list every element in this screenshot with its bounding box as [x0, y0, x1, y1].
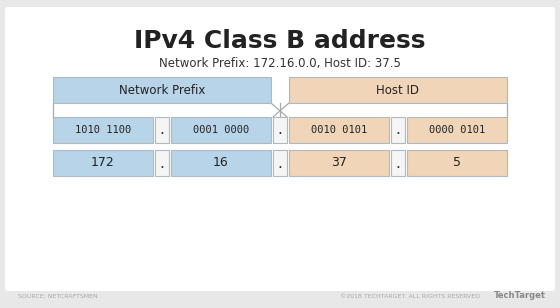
Text: 0010 0101: 0010 0101	[311, 125, 367, 135]
FancyBboxPatch shape	[407, 150, 507, 176]
FancyBboxPatch shape	[407, 117, 507, 143]
FancyBboxPatch shape	[155, 117, 169, 143]
Text: 1010 1100: 1010 1100	[75, 125, 131, 135]
FancyBboxPatch shape	[289, 150, 389, 176]
FancyBboxPatch shape	[391, 117, 405, 143]
Text: IPv4 Class B address: IPv4 Class B address	[134, 29, 426, 53]
FancyBboxPatch shape	[53, 77, 271, 103]
Text: .: .	[278, 156, 282, 171]
FancyBboxPatch shape	[391, 150, 405, 176]
Text: Host ID: Host ID	[376, 83, 419, 96]
Text: SOURCE: NETCRAFTSMEN: SOURCE: NETCRAFTSMEN	[18, 294, 98, 298]
Text: 0000 0101: 0000 0101	[429, 125, 485, 135]
FancyBboxPatch shape	[53, 117, 153, 143]
FancyBboxPatch shape	[155, 150, 169, 176]
FancyBboxPatch shape	[289, 77, 507, 103]
FancyBboxPatch shape	[5, 7, 555, 291]
Text: .: .	[395, 156, 400, 171]
Text: Network Prefix: 172.16.0.0, Host ID: 37.5: Network Prefix: 172.16.0.0, Host ID: 37.…	[159, 56, 401, 70]
FancyBboxPatch shape	[273, 150, 287, 176]
Text: 172: 172	[91, 156, 115, 169]
Text: 5: 5	[453, 156, 461, 169]
Text: .: .	[160, 156, 165, 171]
FancyBboxPatch shape	[289, 117, 389, 143]
Text: 0001 0000: 0001 0000	[193, 125, 249, 135]
Text: TechTarget: TechTarget	[494, 291, 546, 301]
FancyBboxPatch shape	[171, 117, 271, 143]
FancyBboxPatch shape	[171, 150, 271, 176]
FancyBboxPatch shape	[273, 117, 287, 143]
Text: 37: 37	[331, 156, 347, 169]
Text: ©2018 TECHTARGET. ALL RIGHTS RESERVED: ©2018 TECHTARGET. ALL RIGHTS RESERVED	[340, 294, 480, 298]
Text: 16: 16	[213, 156, 229, 169]
Text: .: .	[395, 123, 400, 137]
Text: Network Prefix: Network Prefix	[119, 83, 205, 96]
Text: .: .	[160, 123, 165, 137]
Text: .: .	[278, 123, 282, 137]
FancyBboxPatch shape	[53, 150, 153, 176]
